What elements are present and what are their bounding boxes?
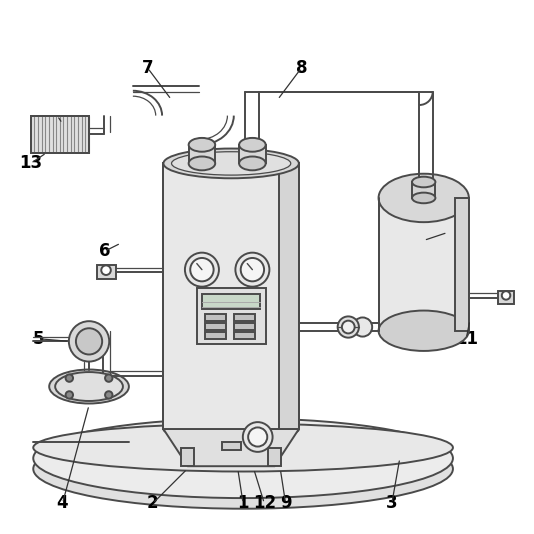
Bar [456,198,469,331]
Ellipse shape [239,138,266,152]
Circle shape [241,258,264,281]
Bar [181,447,194,466]
Circle shape [337,317,359,337]
Bar [239,145,266,163]
Bar [205,332,226,339]
Circle shape [502,291,511,300]
Text: 6: 6 [99,242,111,260]
Text: 8: 8 [296,59,307,77]
Circle shape [66,391,73,399]
Circle shape [105,374,113,382]
Text: 5: 5 [33,329,44,348]
Bar [30,115,89,153]
Circle shape [243,422,272,452]
Text: 13: 13 [19,154,42,172]
Text: 10: 10 [436,223,459,241]
Bar [205,315,226,320]
Bar [234,315,255,320]
Ellipse shape [55,372,123,401]
Text: 9: 9 [280,494,292,513]
Text: 3: 3 [386,494,398,513]
Ellipse shape [412,193,435,203]
Text: 7: 7 [142,59,153,77]
Ellipse shape [33,429,453,509]
Bar [163,163,299,429]
Ellipse shape [33,423,453,472]
Circle shape [248,427,267,446]
Ellipse shape [412,177,435,187]
Text: 11: 11 [455,329,478,348]
Ellipse shape [163,418,299,441]
Ellipse shape [239,156,266,170]
Bar [498,291,514,304]
Bar [268,447,281,466]
Bar [202,294,261,310]
Polygon shape [163,429,299,466]
Ellipse shape [163,148,299,178]
Ellipse shape [171,152,290,175]
Circle shape [69,321,109,362]
Bar [97,265,115,279]
Circle shape [105,391,113,399]
Bar [222,442,241,450]
Text: 14: 14 [51,115,74,132]
Text: 12: 12 [253,494,276,513]
Bar [189,145,215,163]
Ellipse shape [189,138,215,152]
Ellipse shape [379,174,469,222]
Ellipse shape [33,419,453,498]
Bar [197,288,266,344]
Circle shape [342,320,355,333]
Circle shape [235,253,269,287]
Bar [234,323,255,329]
Bar [412,182,435,198]
Ellipse shape [49,370,129,404]
Ellipse shape [189,156,215,170]
Bar [279,163,299,429]
Bar [234,332,255,339]
Text: 4: 4 [57,494,68,513]
Circle shape [66,374,73,382]
Circle shape [76,328,102,355]
Circle shape [190,258,214,281]
Circle shape [101,265,111,275]
Circle shape [353,318,372,336]
Text: 1: 1 [237,494,249,513]
Bar [30,115,89,153]
Bar [205,323,226,329]
Circle shape [185,253,219,287]
Text: 2: 2 [147,494,159,513]
Bar [379,198,469,331]
Ellipse shape [379,311,469,351]
